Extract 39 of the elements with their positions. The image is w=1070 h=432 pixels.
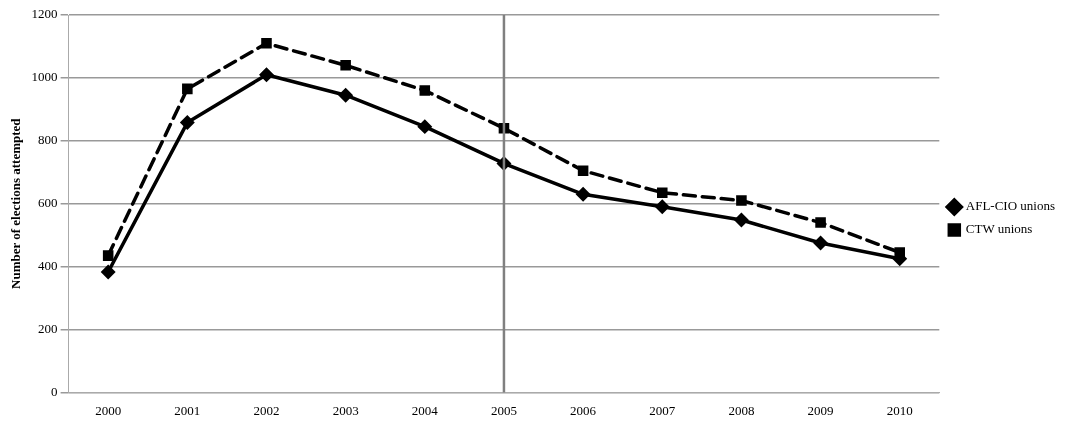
legend-label: CTW unions [965, 221, 1033, 237]
x-tick-label: 2007 [649, 402, 676, 418]
x-tick-label: 2006 [570, 402, 597, 418]
point [419, 85, 431, 96]
x-tick-label: 2001 [174, 402, 201, 418]
x-tick-label: 2002 [253, 402, 280, 418]
x-tick-label: 2004 [411, 402, 439, 418]
x-tick-label: 2000 [95, 402, 122, 418]
point [734, 213, 749, 227]
x-tick-label: 2008 [728, 402, 755, 418]
point [182, 83, 193, 95]
x-tick-label: 2009 [807, 402, 834, 418]
y-tick-label: 600 [38, 195, 58, 211]
point [340, 60, 351, 71]
point [180, 115, 195, 130]
y-axis-title: Number of elections attempted [8, 117, 24, 289]
point [261, 38, 272, 49]
point [576, 187, 590, 202]
y-tick-label: 800 [38, 132, 58, 148]
point [813, 236, 828, 250]
y-tick-label: 0 [51, 383, 58, 399]
point [338, 88, 353, 102]
x-tick-label: 2003 [332, 402, 359, 418]
x-tick-label: 2005 [490, 402, 517, 418]
y-tick-label: 1000 [31, 69, 58, 85]
point [815, 217, 826, 228]
point [259, 68, 274, 82]
point [736, 195, 747, 206]
point [656, 187, 668, 198]
legend-label: AFL-CIO unions [965, 198, 1056, 214]
point [418, 119, 432, 134]
point [101, 265, 115, 279]
x-tick-label: 2010 [886, 402, 913, 418]
y-tick-label: 1200 [31, 6, 58, 22]
point [655, 200, 670, 214]
point [102, 250, 114, 261]
point [577, 165, 589, 176]
y-tick-label: 200 [38, 320, 58, 336]
y-tick-label: 400 [38, 258, 58, 274]
